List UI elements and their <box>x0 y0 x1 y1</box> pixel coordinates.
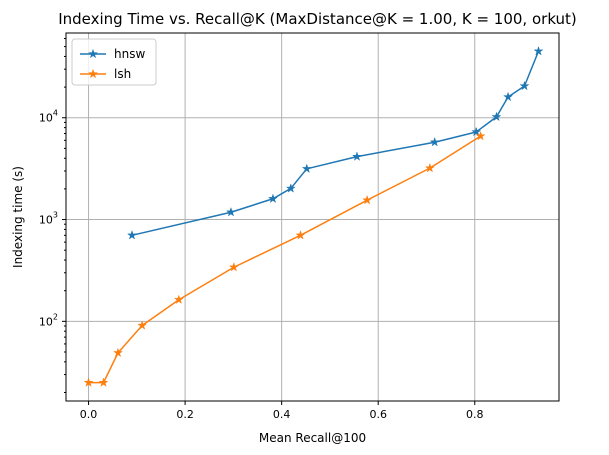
data-point <box>471 126 482 137</box>
x-tick-label: 0.0 <box>80 408 98 421</box>
y-tick-label: 104 <box>39 109 58 125</box>
grid <box>66 33 559 401</box>
y-axis-label: Indexing time (s) <box>11 166 25 268</box>
legend-swatch-marker <box>87 68 99 79</box>
data-point <box>351 151 363 161</box>
data-point <box>112 347 124 358</box>
data-point <box>475 130 486 141</box>
legend-swatch-marker <box>87 48 99 59</box>
data-point <box>295 230 306 240</box>
y-tick-label: 103 <box>39 211 58 227</box>
data-point <box>126 230 138 240</box>
legend: hnsw lsh <box>71 38 157 86</box>
data-point <box>362 194 373 205</box>
y-tick-label: 102 <box>39 312 58 328</box>
data-point <box>173 294 184 305</box>
data-point <box>83 377 94 387</box>
data-point <box>429 136 440 147</box>
series-line-hnsw <box>131 50 540 237</box>
series-line-lsh <box>88 135 481 384</box>
data-point <box>491 111 502 122</box>
legend-item-hnsw: hnsw <box>80 47 145 61</box>
data-point <box>225 206 237 217</box>
data-point <box>267 193 279 204</box>
x-axis-label: Mean Recall@100 <box>259 431 366 445</box>
x-tick-label: 0.2 <box>176 408 194 421</box>
data-point <box>98 377 109 387</box>
x-axis: 0.0 0.2 0.4 0.6 0.8 <box>80 401 484 421</box>
series-layer <box>83 45 544 387</box>
legend-label: lsh <box>114 67 131 81</box>
y-axis: 102 103 104 <box>39 38 66 393</box>
chart-title: Indexing Time vs. Recall@K (MaxDistance@… <box>58 10 577 28</box>
legend-item-lsh: lsh <box>80 67 131 81</box>
data-point <box>228 261 239 272</box>
data-point <box>285 183 296 193</box>
plot-frame <box>65 32 560 402</box>
data-point <box>137 320 148 330</box>
data-point <box>301 163 312 174</box>
series-hnsw <box>126 45 544 240</box>
x-tick-label: 0.6 <box>369 408 387 421</box>
data-point <box>503 91 514 102</box>
legend-label: hnsw <box>114 47 145 61</box>
x-tick-label: 0.4 <box>273 408 291 421</box>
series-lsh <box>83 130 486 387</box>
data-point <box>519 80 530 91</box>
x-tick-label: 0.8 <box>466 408 484 421</box>
data-point <box>424 162 435 173</box>
data-point <box>533 45 544 56</box>
